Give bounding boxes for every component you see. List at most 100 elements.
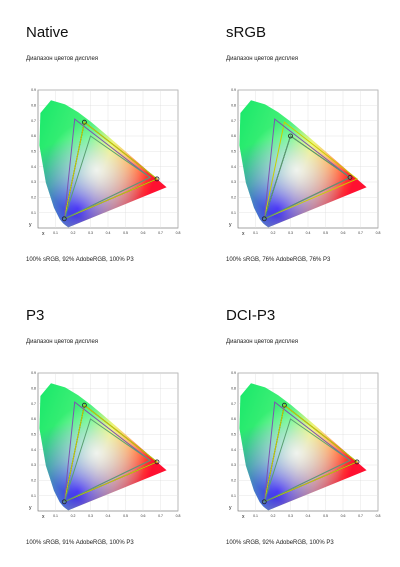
x-tick-label: 0.2	[71, 514, 76, 518]
y-tick-label: 0.5	[231, 433, 236, 437]
y-tick-label: 0.1	[231, 494, 236, 498]
primary-marker	[261, 216, 267, 222]
x-tick-label: 0.1	[53, 514, 58, 518]
y-tick-label: 0.6	[31, 417, 36, 421]
y-tick-label: 0.5	[31, 150, 36, 154]
x-axis-label: x	[242, 231, 245, 237]
x-tick-label: 0.1	[253, 231, 258, 235]
y-tick-label: 0.6	[31, 134, 36, 138]
y-tick-label: 0.4	[231, 448, 236, 452]
panel-title: P3	[26, 307, 45, 324]
primary-marker	[81, 402, 87, 408]
gamut-triangle	[63, 135, 151, 220]
y-tick-label: 0.6	[231, 134, 236, 138]
y-tick-label: 0.5	[31, 433, 36, 437]
y-tick-label: 0.7	[231, 402, 236, 406]
y-tick-label: 0.3	[231, 180, 236, 184]
y-tick-label: 0.9	[231, 88, 236, 92]
x-tick-label: 0.8	[176, 231, 181, 235]
coverage-text: 100% sRGB, 91% AdobeRGB, 100% P3	[26, 540, 134, 546]
gamut-triangle	[263, 418, 351, 503]
y-tick-label: 0.8	[31, 104, 36, 108]
x-tick-label: 0.5	[123, 514, 128, 518]
x-tick-label: 0.3	[288, 231, 293, 235]
x-tick-label: 0.3	[288, 514, 293, 518]
x-tick-label: 0.6	[341, 514, 346, 518]
x-tick-label: 0.8	[176, 514, 181, 518]
panel-title: Native	[26, 24, 69, 41]
x-axis-label: x	[42, 231, 45, 237]
x-tick-label: 0.3	[88, 231, 93, 235]
x-tick-label: 0.4	[106, 231, 111, 235]
coverage-text: 100% sRGB, 92% AdobeRGB, 100% P3	[226, 540, 334, 546]
y-tick-label: 0.4	[31, 165, 36, 169]
y-tick-label: 0.8	[231, 104, 236, 108]
coverage-text: 100% sRGB, 92% AdobeRGB, 100% P3	[26, 257, 134, 263]
y-tick-label: 0.4	[231, 165, 236, 169]
gamut-chart: 0.1 0.2 0.3 0.4 0.5 0.6 0.7 0.8 0.1 0.2 0.3 0.4 0.5 0…	[29, 371, 181, 520]
y-tick-label: 0.2	[31, 479, 36, 483]
y-tick-label: 0.5	[231, 150, 236, 154]
x-tick-label: 0.6	[141, 514, 146, 518]
x-tick-label: 0.7	[158, 231, 163, 235]
y-tick-label: 0.9	[31, 88, 36, 92]
x-tick-label: 0.6	[341, 231, 346, 235]
primary-marker	[281, 402, 287, 408]
primary-marker	[81, 119, 87, 125]
primary-marker	[154, 176, 160, 182]
gamut-triangle	[63, 418, 151, 503]
primary-marker	[288, 133, 293, 139]
y-tick-label: 0.2	[231, 196, 236, 200]
primary-marker	[347, 175, 353, 180]
primary-marker	[261, 499, 267, 505]
x-tick-label: 0.3	[88, 514, 93, 518]
primary-marker	[354, 459, 360, 465]
x-tick-label: 0.7	[158, 514, 163, 518]
y-axis-label: y	[229, 505, 232, 511]
y-tick-label: 0.7	[231, 119, 236, 123]
y-axis-label: y	[29, 222, 32, 228]
panel-subtitle: Диапазон цветов дисплея	[26, 56, 99, 62]
x-tick-label: 0.8	[376, 231, 381, 235]
primary-marker	[61, 499, 67, 505]
x-tick-label: 0.5	[123, 231, 128, 235]
gamut-chart: 0.1 0.2 0.3 0.4 0.5 0.6 0.7 0.8 0.1 0.2 0.3 0.4 0.5 0…	[29, 88, 181, 237]
y-tick-label: 0.7	[31, 402, 36, 406]
gamut-triangle	[263, 135, 351, 220]
y-axis-label: y	[29, 505, 32, 511]
y-tick-label: 0.1	[31, 494, 36, 498]
y-tick-label: 0.1	[31, 211, 36, 215]
y-tick-label: 0.2	[31, 196, 36, 200]
panel-title: sRGB	[226, 24, 267, 41]
y-tick-label: 0.9	[31, 371, 36, 375]
gamut-panel-p3: P3 Диапазон цветов дисплея 0.1 0.2 0.3 0.4 0…	[0, 283, 190, 553]
x-tick-label: 0.1	[253, 514, 258, 518]
primary-marker	[61, 216, 67, 222]
gamut-chart: 0.1 0.2 0.3 0.4 0.5 0.6 0.7 0.8 0.1 0.2 0.3 0.4 0.5 0…	[229, 88, 381, 237]
x-axis-label: x	[242, 514, 245, 520]
x-tick-label: 0.6	[141, 231, 146, 235]
panel-subtitle: Диапазон цветов дисплея	[226, 339, 299, 345]
x-tick-label: 0.2	[271, 514, 276, 518]
primary-marker	[154, 459, 160, 465]
x-tick-label: 0.5	[323, 231, 328, 235]
gamut-panel-native: Native Диапазон цветов дисплея 0.1 0.2 0.3…	[0, 0, 190, 270]
panel-subtitle: Диапазон цветов дисплея	[226, 56, 299, 62]
y-tick-label: 0.3	[31, 180, 36, 184]
y-tick-label: 0.3	[231, 463, 236, 467]
x-tick-label: 0.7	[358, 514, 363, 518]
y-tick-label: 0.9	[231, 371, 236, 375]
x-axis-label: x	[42, 514, 45, 520]
coverage-text: 100% sRGB, 76% AdobeRGB, 76% P3	[226, 257, 331, 263]
x-tick-label: 0.7	[358, 231, 363, 235]
gamut-panel-srgb: sRGB Диапазон цветов дисплея 0.1 0.2 0.3 0.…	[200, 0, 390, 270]
panel-subtitle: Диапазон цветов дисплея	[26, 339, 99, 345]
y-tick-label: 0.8	[31, 387, 36, 391]
gamut-triangle	[63, 404, 158, 503]
gamut-triangle	[63, 121, 158, 220]
y-tick-label: 0.7	[31, 119, 36, 123]
gamut-panel-dci-p3: DCI-P3 Диапазон цветов дисплея 0.1 0.2 0.3…	[200, 283, 390, 553]
y-tick-label: 0.1	[231, 211, 236, 215]
x-tick-label: 0.4	[106, 514, 111, 518]
x-tick-label: 0.2	[271, 231, 276, 235]
